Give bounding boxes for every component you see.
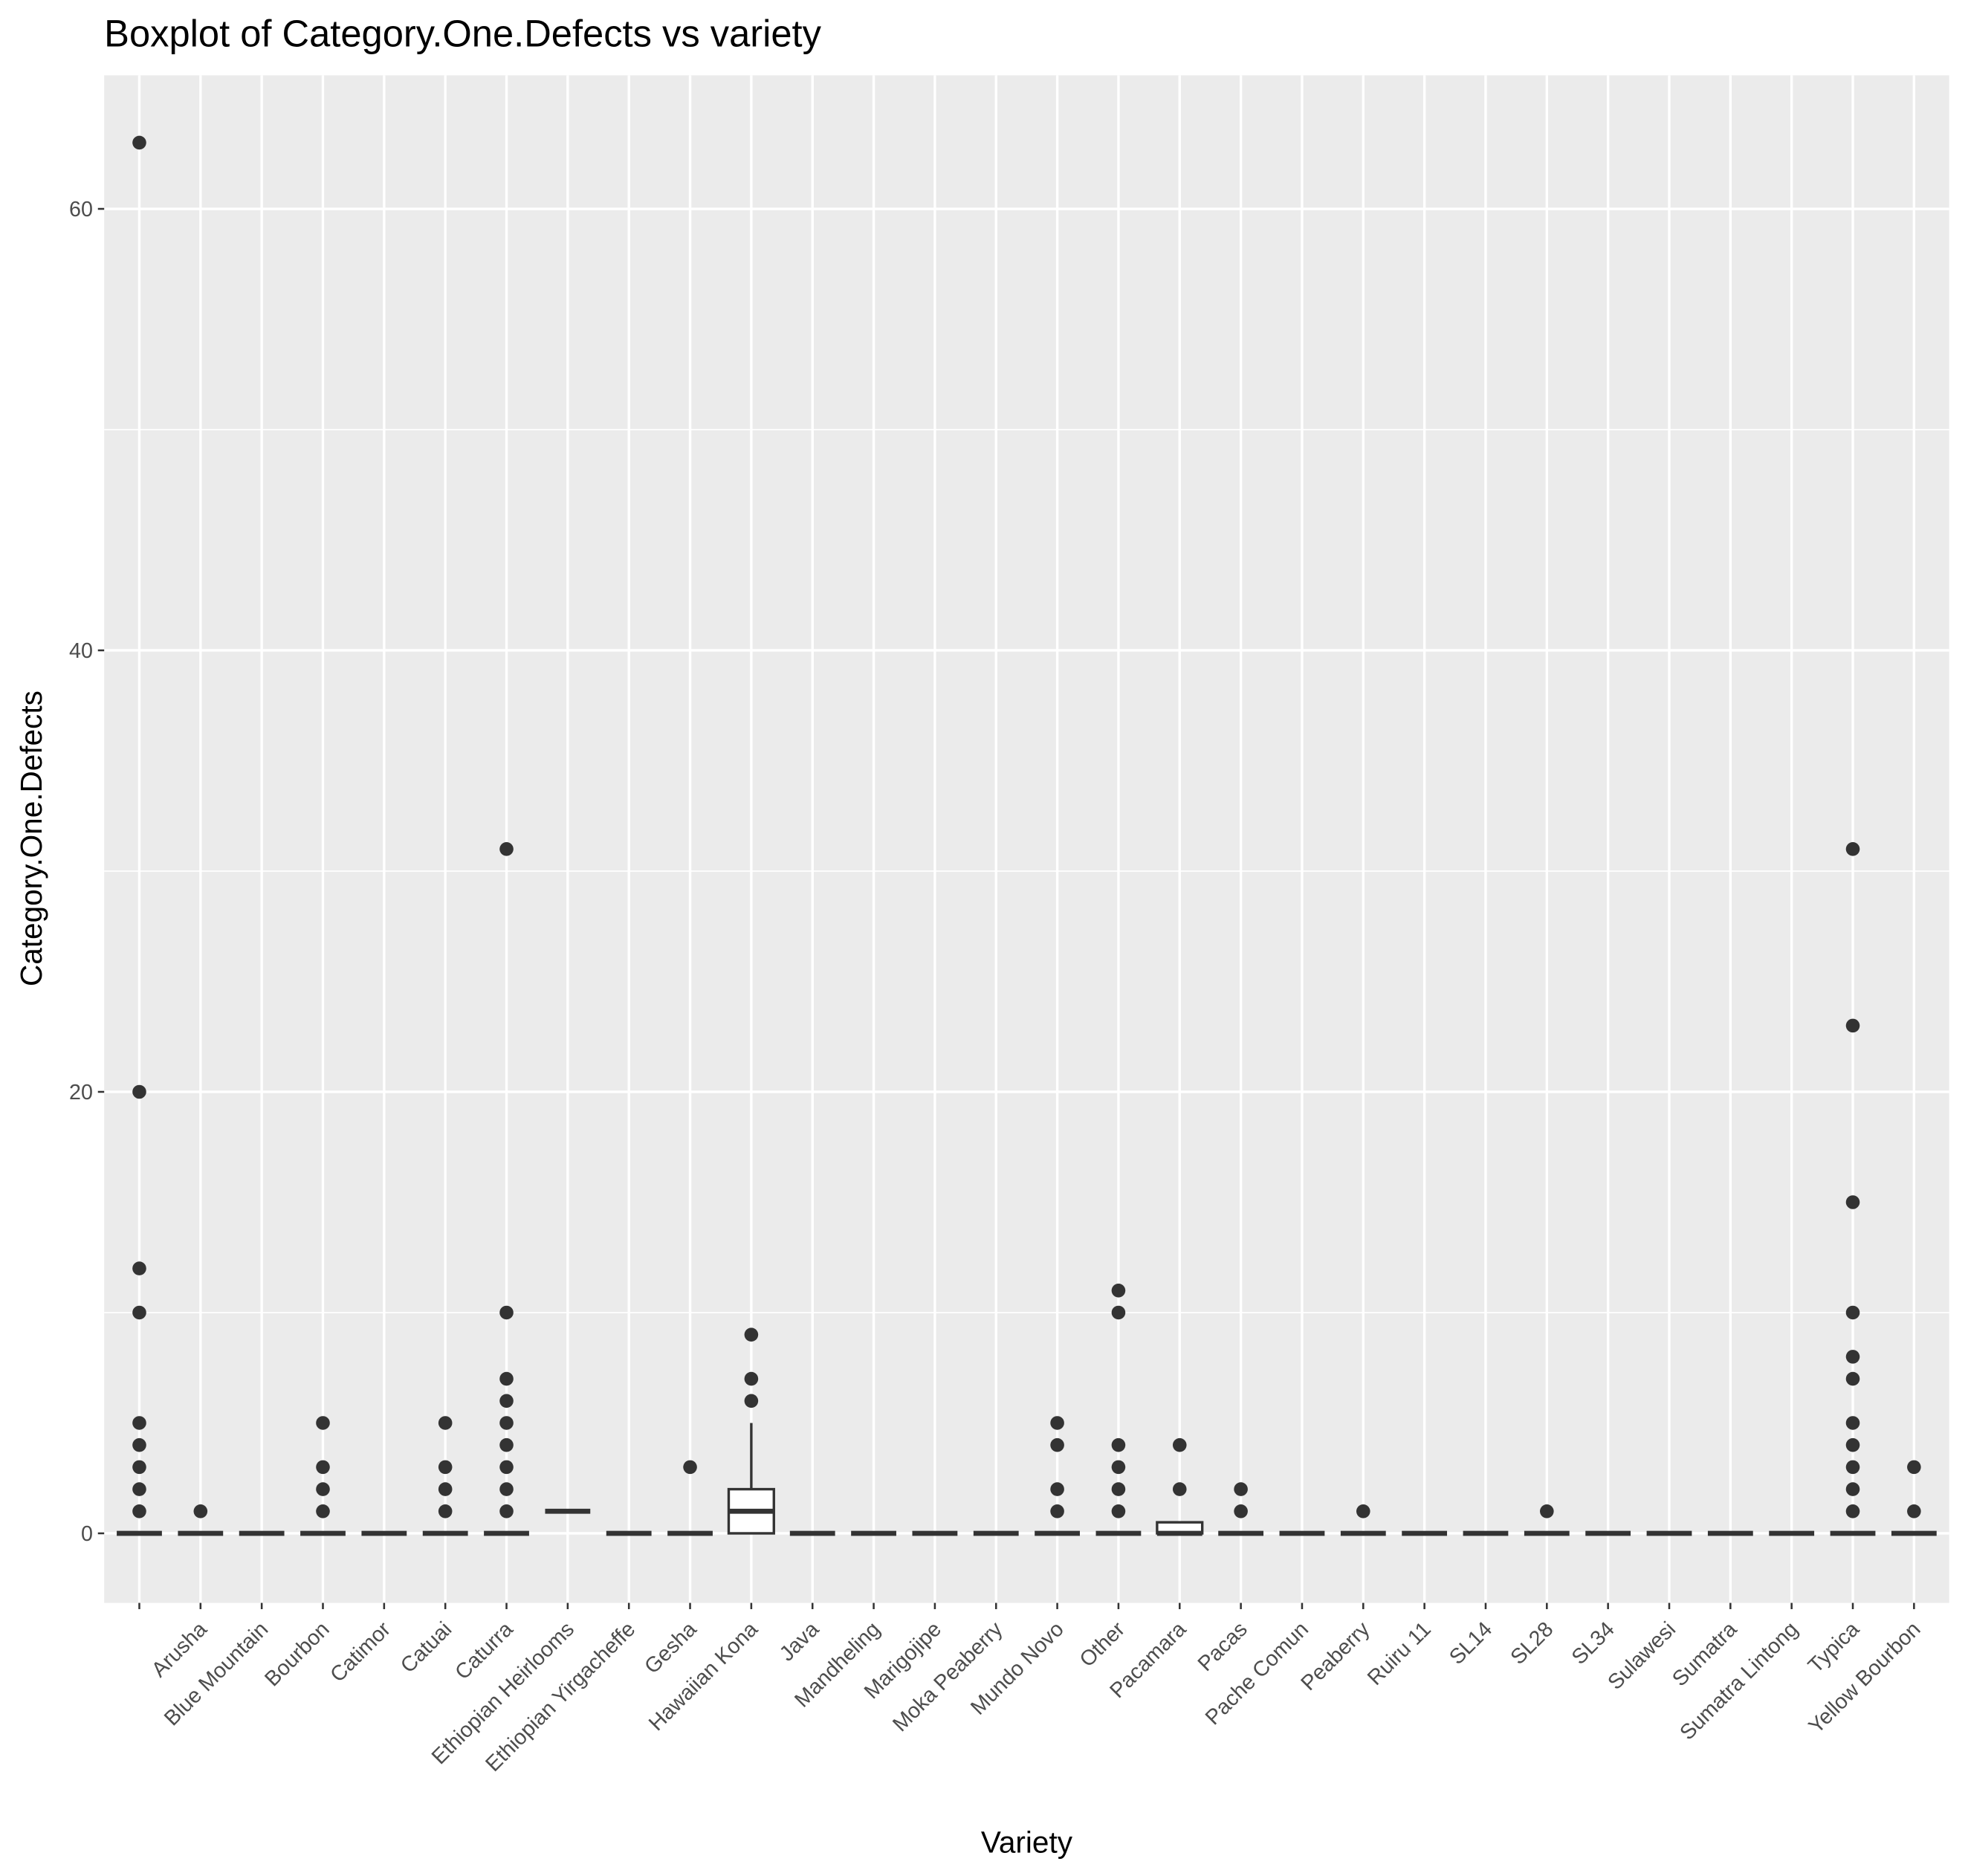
outlier [1111, 1504, 1126, 1518]
outlier [744, 1327, 759, 1342]
x-tick-label: Other [1075, 1617, 1130, 1672]
outlier [1050, 1437, 1064, 1452]
x-tick-label: Moka Peaberry [888, 1617, 1008, 1737]
outlier [499, 1416, 514, 1430]
x-tick-label: SL28 [1506, 1617, 1558, 1669]
x-tick-label: Sulawesi [1603, 1617, 1680, 1695]
outlier [316, 1416, 330, 1430]
outlier [499, 1394, 514, 1408]
outlier [499, 1460, 514, 1475]
y-tick-label: 0 [81, 1522, 93, 1546]
outlier [1111, 1437, 1126, 1452]
outlier [1050, 1482, 1064, 1496]
outlier [1845, 1195, 1860, 1209]
outlier [744, 1394, 759, 1408]
outlier [1907, 1460, 1921, 1475]
outlier [1845, 1350, 1860, 1364]
outlier [1845, 1437, 1860, 1452]
x-tick-label: Hawaiian Kona [644, 1617, 763, 1736]
outlier [132, 135, 146, 150]
y-tick-label: 20 [69, 1081, 93, 1104]
outlier [1172, 1437, 1187, 1452]
outlier [132, 1437, 146, 1452]
outlier [1111, 1460, 1126, 1475]
outlier [1172, 1482, 1187, 1496]
x-tick-label: Pacas [1194, 1617, 1252, 1676]
outlier [1845, 1504, 1860, 1518]
outlier [316, 1504, 330, 1518]
outlier [1050, 1504, 1064, 1518]
outlier [1234, 1504, 1248, 1518]
x-tick-label: Yellow Bourbon [1804, 1617, 1926, 1738]
outlier [1845, 1305, 1860, 1320]
outlier [438, 1416, 453, 1430]
outlier [1234, 1482, 1248, 1496]
outlier [438, 1460, 453, 1475]
outlier [1111, 1482, 1126, 1496]
outlier [1845, 1482, 1860, 1496]
outlier [1845, 1460, 1860, 1475]
x-tick-label: Catimor [326, 1617, 395, 1687]
x-tick-label: SL34 [1567, 1617, 1619, 1669]
y-tick-label: 60 [69, 198, 93, 221]
outlier [1356, 1504, 1370, 1518]
outlier [1540, 1504, 1554, 1518]
outlier [132, 1305, 146, 1320]
outlier [1845, 1018, 1860, 1033]
x-tick-label: Typica [1804, 1617, 1864, 1678]
outlier [132, 1482, 146, 1496]
outlier [499, 1504, 514, 1518]
y-axis-label: Category.One.Defects [14, 690, 48, 986]
outlier [438, 1482, 453, 1496]
outlier [1907, 1504, 1921, 1518]
x-tick-label: Java [775, 1617, 824, 1666]
x-tick-label: SL14 [1445, 1617, 1497, 1669]
outlier [1845, 842, 1860, 856]
outlier [438, 1504, 453, 1518]
x-axis-label: Variety [981, 1825, 1073, 1860]
x-tick-label: Ruiru 11 [1363, 1617, 1436, 1690]
outlier [1050, 1416, 1064, 1430]
outlier [132, 1416, 146, 1430]
outlier [132, 1460, 146, 1475]
outlier [683, 1460, 697, 1475]
outlier [132, 1261, 146, 1275]
outlier [1111, 1305, 1126, 1320]
plot-panel [104, 75, 1949, 1603]
outlier [1845, 1371, 1860, 1386]
outlier [499, 1437, 514, 1452]
x-tick-label: Catuai [396, 1617, 456, 1678]
outlier [499, 842, 514, 856]
outlier [132, 1504, 146, 1518]
outlier [1845, 1416, 1860, 1430]
outlier [132, 1084, 146, 1099]
x-tick-label: Bourbon [260, 1617, 334, 1691]
outlier [744, 1371, 759, 1386]
outlier [499, 1482, 514, 1496]
outlier [193, 1504, 208, 1518]
y-tick-label: 40 [69, 639, 93, 663]
outlier [499, 1305, 514, 1320]
outlier [316, 1460, 330, 1475]
chart-title: Boxplot of Category.One.Defects vs varie… [104, 12, 821, 54]
outlier [1111, 1283, 1126, 1298]
outlier [499, 1371, 514, 1386]
outlier [316, 1482, 330, 1496]
